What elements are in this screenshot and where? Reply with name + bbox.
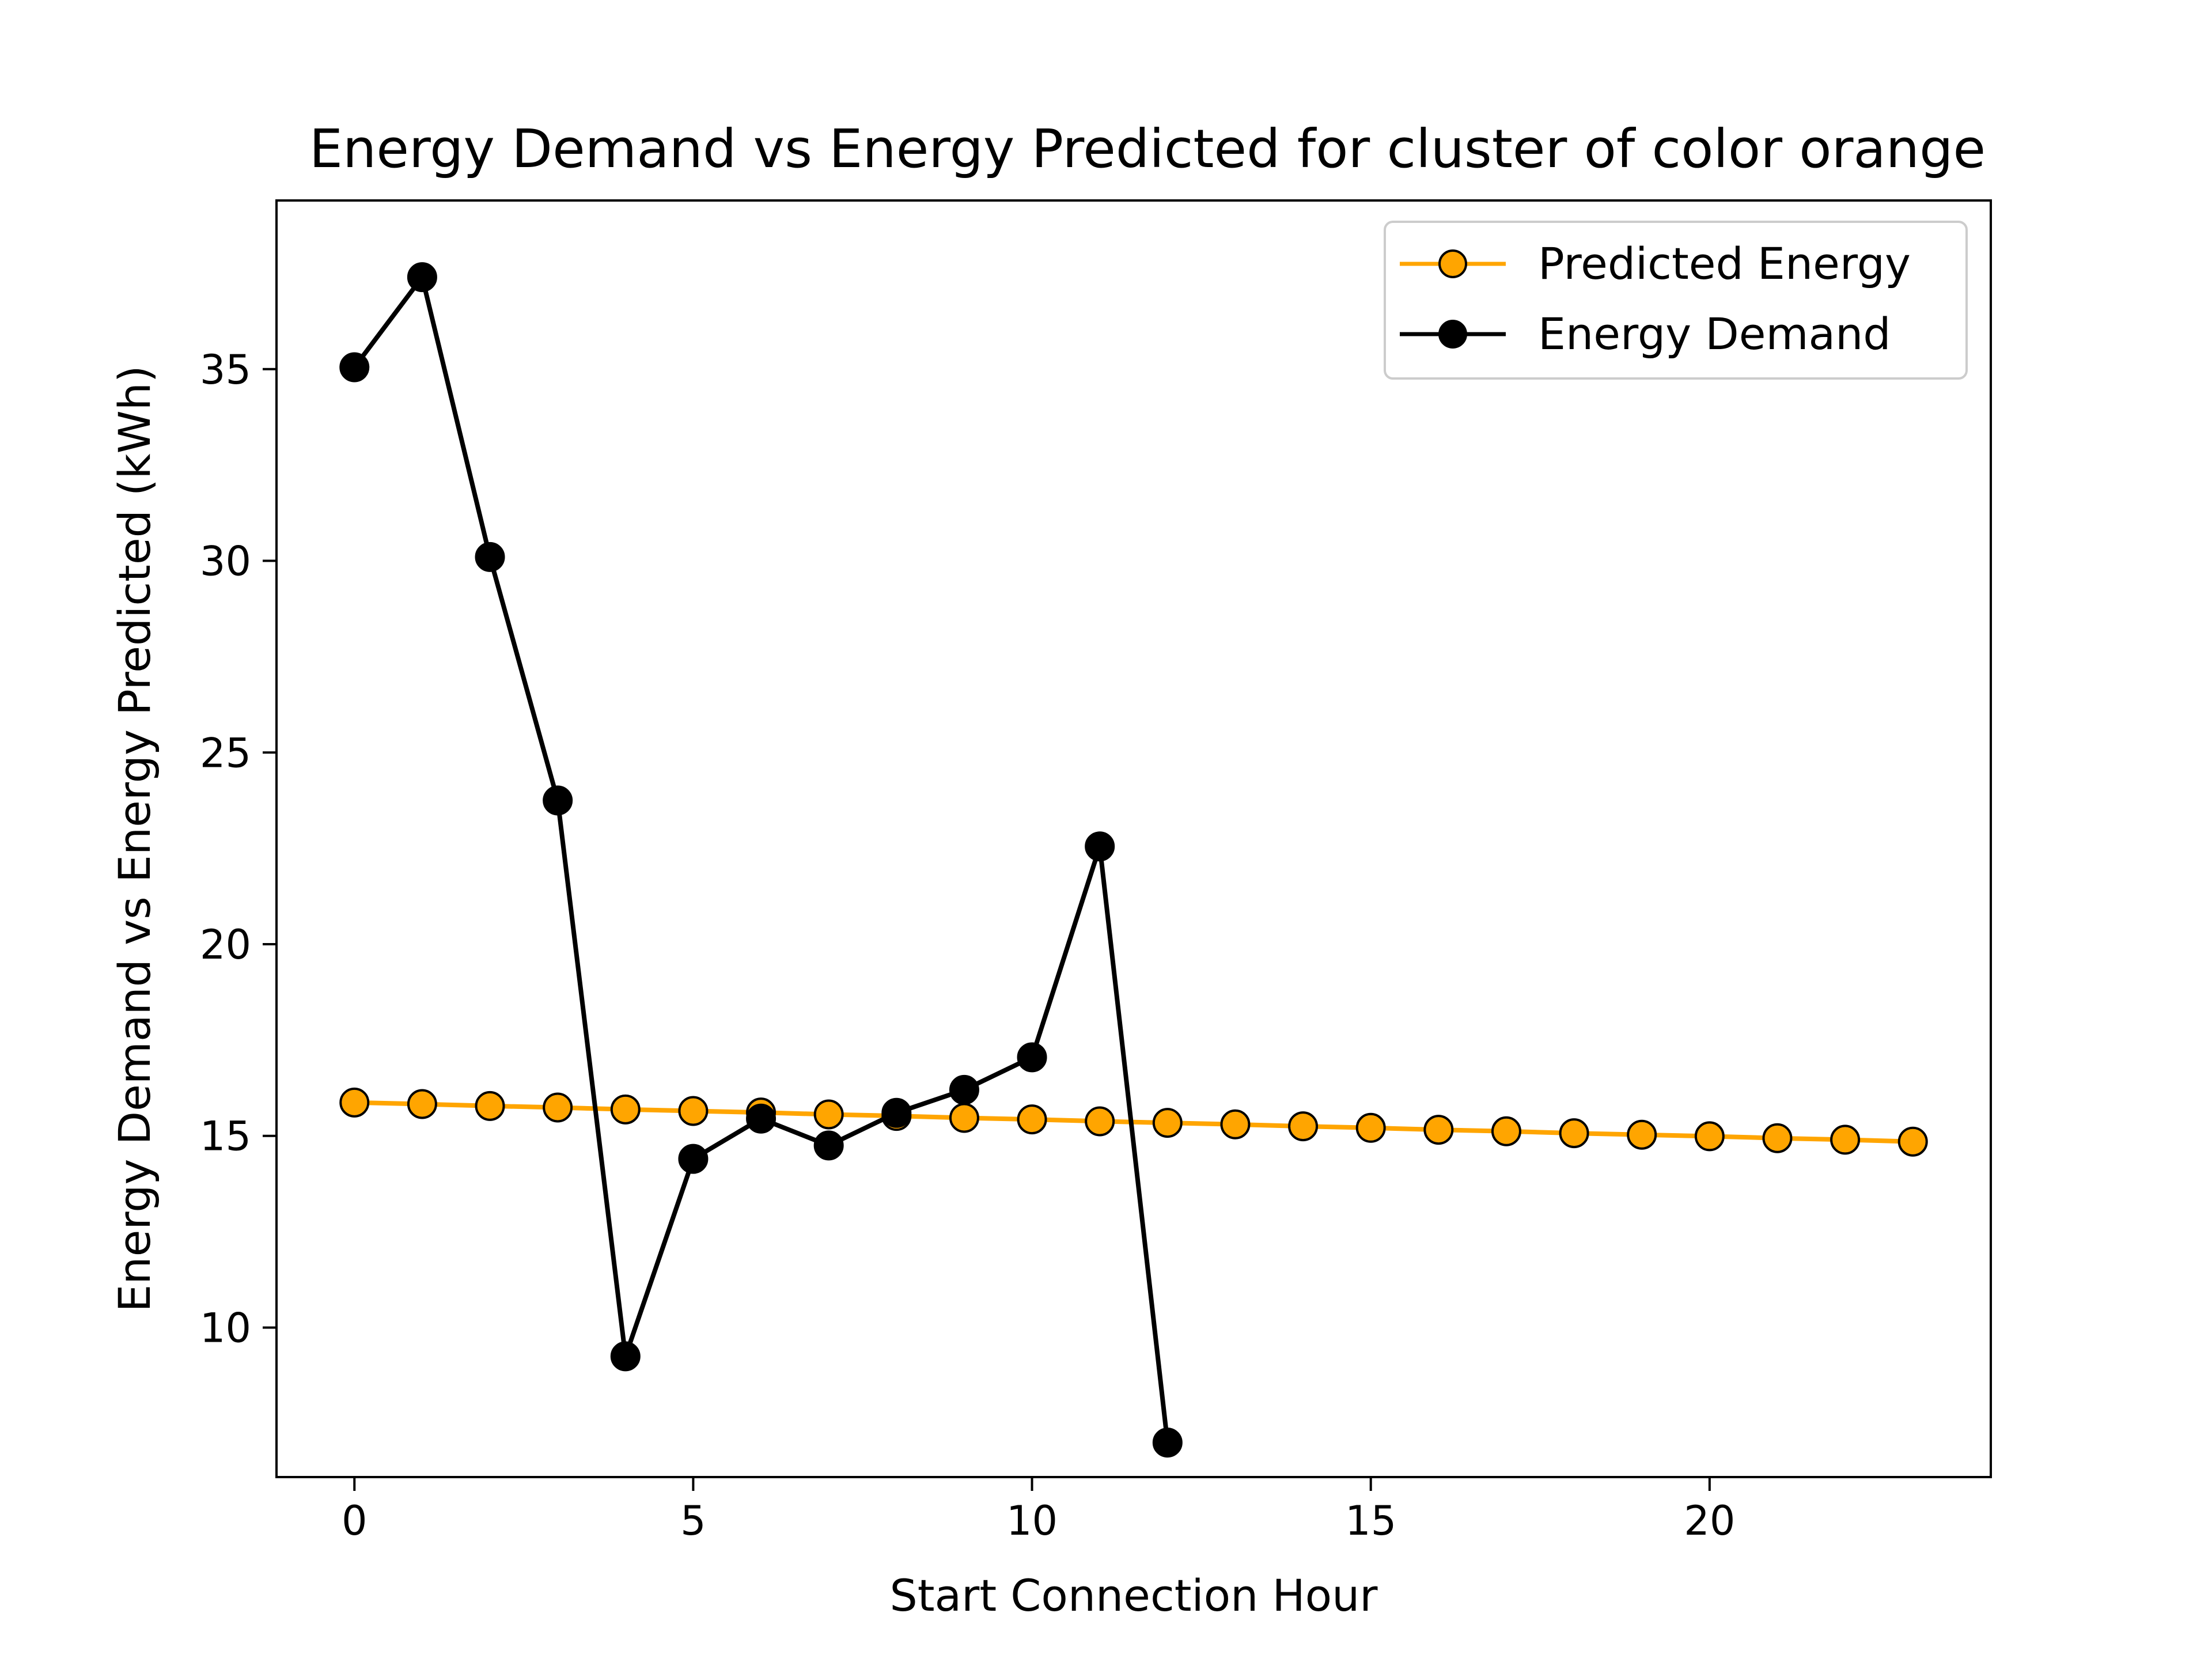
data-point-predicted-energy (1085, 1106, 1115, 1137)
data-point-energy-demand (407, 262, 437, 293)
data-point-energy-demand (1085, 831, 1115, 862)
data-point-energy-demand (543, 785, 573, 816)
data-point-predicted-energy (1897, 1126, 1928, 1157)
data-point-energy-demand (746, 1103, 777, 1134)
data-point-energy-demand (813, 1130, 844, 1161)
data-point-energy-demand (678, 1144, 709, 1174)
data-point-predicted-energy (543, 1092, 573, 1123)
data-point-predicted-energy (1830, 1125, 1861, 1155)
x-tick-label: 5 (680, 1497, 706, 1544)
data-point-predicted-energy (949, 1103, 979, 1133)
data-point-predicted-energy (1627, 1119, 1657, 1150)
legend-marker-demand (1438, 320, 1467, 349)
y-axis-label: Energy Demand vs Energy Predicted (kWh) (109, 365, 160, 1312)
y-tick-label: 10 (200, 1304, 251, 1351)
legend-label-demand: Energy Demand (1538, 308, 1891, 359)
data-point-energy-demand (881, 1097, 912, 1128)
data-point-predicted-energy (475, 1091, 505, 1121)
y-tick-label: 35 (200, 346, 251, 393)
data-point-energy-demand (1152, 1428, 1183, 1458)
axes-frame (275, 199, 1992, 1478)
y-tick-label: 15 (200, 1113, 251, 1160)
data-point-energy-demand (1017, 1042, 1047, 1073)
y-tick-label: 30 (200, 538, 251, 585)
legend-marker-predicted (1438, 249, 1467, 278)
x-tick-label: 10 (1006, 1497, 1058, 1544)
chart-title: Energy Demand vs Energy Predicted for cl… (309, 118, 1986, 180)
data-point-predicted-energy (678, 1096, 709, 1126)
data-point-energy-demand (610, 1341, 641, 1372)
data-point-predicted-energy (1423, 1115, 1454, 1145)
data-point-predicted-energy (339, 1087, 370, 1118)
data-point-energy-demand (339, 352, 370, 383)
legend-box (1384, 221, 1968, 380)
legend: Predicted Energy Energy Demand (1384, 221, 1968, 380)
x-tick-label: 15 (1345, 1497, 1396, 1544)
x-axis-label: Start Connection Hour (889, 1570, 1378, 1621)
data-point-predicted-energy (1017, 1104, 1047, 1135)
data-point-predicted-energy (610, 1094, 641, 1125)
data-point-energy-demand (475, 542, 505, 572)
x-tick-label: 20 (1684, 1497, 1735, 1544)
data-point-energy-demand (949, 1074, 979, 1105)
data-point-predicted-energy (1694, 1121, 1725, 1152)
x-tick-label: 0 (342, 1497, 368, 1544)
data-point-predicted-energy (1762, 1123, 1793, 1153)
data-point-predicted-energy (1220, 1109, 1251, 1139)
y-tick-label: 20 (200, 921, 251, 968)
plot-area (339, 262, 1928, 1458)
data-point-predicted-energy (1288, 1111, 1319, 1142)
data-point-predicted-energy (1491, 1116, 1521, 1146)
data-point-predicted-energy (1355, 1112, 1386, 1143)
data-point-predicted-energy (1559, 1118, 1589, 1149)
x-axis: 0 5 10 15 20 (342, 1477, 1735, 1544)
data-point-predicted-energy (407, 1089, 437, 1119)
y-axis: 10 15 20 25 30 35 (200, 346, 276, 1351)
legend-label-predicted: Predicted Energy (1538, 238, 1911, 289)
data-point-predicted-energy (813, 1099, 844, 1130)
data-point-predicted-energy (1152, 1108, 1183, 1138)
y-tick-label: 25 (200, 729, 251, 777)
